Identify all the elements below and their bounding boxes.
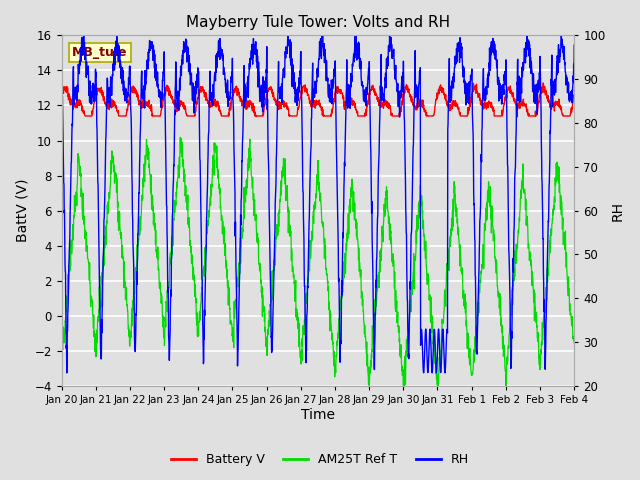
Y-axis label: RH: RH bbox=[611, 201, 625, 221]
Title: Mayberry Tule Tower: Volts and RH: Mayberry Tule Tower: Volts and RH bbox=[186, 15, 450, 30]
X-axis label: Time: Time bbox=[301, 408, 335, 422]
Y-axis label: BattV (V): BattV (V) bbox=[15, 179, 29, 242]
Text: MB_tule: MB_tule bbox=[72, 46, 127, 59]
Legend: Battery V, AM25T Ref T, RH: Battery V, AM25T Ref T, RH bbox=[166, 448, 474, 471]
